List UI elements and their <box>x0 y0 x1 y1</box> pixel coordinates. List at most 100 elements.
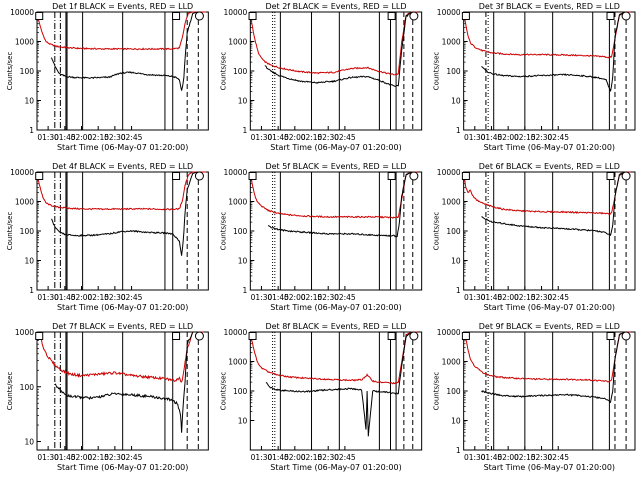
x-axis-label: Start Time (06-May-07 01:20:00) <box>57 143 188 152</box>
marker-s-square <box>248 332 257 340</box>
y-tick-label: 100 <box>233 227 248 236</box>
y-axis-label: Counts/sec <box>433 372 441 411</box>
y-tick-label: 1 <box>456 126 461 135</box>
marker-e-square <box>387 172 396 180</box>
x-tick-label: 02:00 <box>497 133 519 142</box>
y-tick-label: 10 <box>238 417 248 426</box>
x-tick-label: 02:45 <box>547 293 569 302</box>
lld-rate-line <box>463 171 631 216</box>
x-tick-label: 01:30 <box>251 453 273 462</box>
detector-panel: Det 9f BLACK = Events, RED = LLD 1 10 100 10… <box>433 322 636 472</box>
y-tick-label: 10 <box>24 438 34 447</box>
x-tick-label: 02:00 <box>284 453 306 462</box>
marker-s-square <box>461 12 470 20</box>
detector-panel: Det 7f BLACK = Events, RED = LLD 10 100 100… <box>6 322 209 472</box>
x-tick-label: 02:00 <box>71 293 93 302</box>
y-tick-label: 1000 <box>15 198 34 207</box>
x-tick-label: 01:30 <box>464 133 486 142</box>
x-tick-label: 02:45 <box>334 133 356 142</box>
x-tick-label: 01:30 <box>251 293 273 302</box>
lld-rate-line <box>36 11 207 51</box>
detector-panel: Det 3f BLACK = Events, RED = LLD 1 10 100 10… <box>433 2 636 152</box>
x-tick-label: 01:45 <box>267 293 289 302</box>
x-tick-label: 02:30 <box>531 133 553 142</box>
marker-e-square <box>387 332 396 340</box>
marker-e-square <box>606 12 615 20</box>
x-tick-label: 02:45 <box>547 453 569 462</box>
y-tick-label: 100 <box>233 67 248 76</box>
marker-s-square <box>35 332 44 340</box>
y-tick-label: 10 <box>451 97 461 106</box>
x-tick-label: 02:30 <box>104 293 126 302</box>
y-axis-label: Counts/sec <box>6 212 14 251</box>
y-axis-label: Counts/sec <box>219 372 227 411</box>
y-tick-label: 10000 <box>223 328 247 337</box>
y-tick-label: 1000 <box>228 198 247 207</box>
y-tick-label: 10000 <box>10 8 34 17</box>
x-tick-label: 01:30 <box>37 453 59 462</box>
lld-rate-line <box>249 11 418 76</box>
detector-panel: Det 1f BLACK = Events, RED = LLD 1 10 100 10… <box>6 2 209 152</box>
y-tick-label: 100 <box>233 387 248 396</box>
x-axis-label: Start Time (06-May-07 01:20:00) <box>270 143 401 152</box>
x-tick-label: 02:30 <box>104 453 126 462</box>
x-tick-label: 02:30 <box>317 453 339 462</box>
events-rate-line <box>51 11 199 91</box>
marker-s-square <box>35 12 44 20</box>
x-tick-label: 01:45 <box>481 453 503 462</box>
x-axis-label: Start Time (06-May-07 01:20:00) <box>57 303 188 312</box>
lld-rate-line <box>249 171 418 219</box>
events-rate-line <box>265 331 412 437</box>
x-tick-label: 01:45 <box>54 133 76 142</box>
y-tick-label: 1000 <box>15 38 34 47</box>
x-tick-label: 02:45 <box>121 133 143 142</box>
y-tick-label: 1000 <box>228 358 247 367</box>
x-axis-label: Start Time (06-May-07 01:20:00) <box>270 303 401 312</box>
y-tick-label: 100 <box>20 67 35 76</box>
marker-s-square <box>35 172 44 180</box>
marker-s-square <box>248 12 257 20</box>
panel-title: Det 9f BLACK = Events, RED = LLD <box>479 322 620 331</box>
detector-panel: Det 4f BLACK = Events, RED = LLD 1 10 100 10… <box>6 162 209 312</box>
x-tick-label: 02:45 <box>121 453 143 462</box>
marker-o-circle <box>194 171 204 181</box>
panel-title: Det 1f BLACK = Events, RED = LLD <box>52 2 193 11</box>
x-tick-label: 02:30 <box>531 453 553 462</box>
y-axis-label: Counts/sec <box>6 52 14 91</box>
y-tick-label: 10000 <box>437 8 461 17</box>
x-tick-label: 01:45 <box>481 133 503 142</box>
marker-e-square <box>172 332 181 340</box>
y-tick-label: 10000 <box>223 8 247 17</box>
y-tick-label: 10 <box>24 97 34 106</box>
marker-o-circle <box>621 11 631 21</box>
marker-o-circle <box>409 11 419 21</box>
x-tick-label: 01:45 <box>267 453 289 462</box>
y-tick-label: 10000 <box>223 168 247 177</box>
events-rate-line <box>267 171 412 238</box>
x-tick-label: 02:15 <box>514 453 536 462</box>
panel-title: Det 5f BLACK = Events, RED = LLD <box>265 162 406 171</box>
x-tick-label: 02:30 <box>531 293 553 302</box>
x-tick-label: 02:15 <box>301 133 323 142</box>
marker-o-circle <box>409 331 419 341</box>
marker-o-circle <box>621 171 631 181</box>
lld-rate-line <box>249 331 418 385</box>
x-tick-label: 02:45 <box>334 453 356 462</box>
y-axis-label: Counts/sec <box>6 372 14 411</box>
detector-panel: Det 6f BLACK = Events, RED = LLD 1 10 100 10… <box>433 162 636 312</box>
y-tick-label: 100 <box>20 383 35 392</box>
y-tick-label: 1 <box>456 286 461 295</box>
lld-rate-line <box>36 171 207 211</box>
y-tick-label: 10 <box>451 417 461 426</box>
y-tick-label: 100 <box>446 227 461 236</box>
x-tick-label: 02:15 <box>514 293 536 302</box>
marker-e-square <box>606 172 615 180</box>
y-tick-label: 10 <box>238 257 248 266</box>
x-tick-label: 01:30 <box>464 453 486 462</box>
x-axis-label: Start Time (06-May-07 01:20:00) <box>57 463 188 472</box>
x-tick-label: 02:15 <box>87 293 109 302</box>
y-tick-label: 1000 <box>228 38 247 47</box>
y-tick-label: 10000 <box>437 168 461 177</box>
y-axis-label: Counts/sec <box>219 52 227 91</box>
